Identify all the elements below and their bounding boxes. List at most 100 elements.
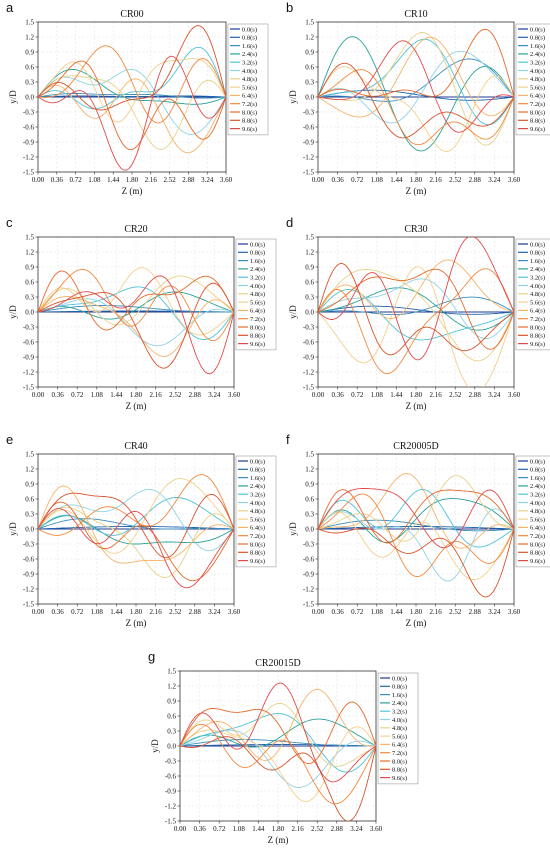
x-tick-label: 1.80 [130,391,143,399]
y-axis-label: y/D [288,305,298,319]
y-tick-label: -1.5 [165,818,177,826]
y-tick-label: -0.9 [303,139,315,147]
series-line-96s [318,488,514,549]
x-tick-label: 2.52 [449,608,462,616]
series-line-88s [180,736,376,821]
legend-label: 0.0(s) [530,241,545,248]
x-tick-label: 3.24 [350,825,363,833]
x-tick-label: 1.08 [371,176,384,184]
series-line-08s [318,526,514,530]
y-tick-label: 0.3 [25,79,34,87]
series-line-32s [38,286,234,340]
x-tick-label: 0.36 [331,391,344,399]
series-line-72s [38,268,234,342]
x-tick-label: 1.80 [410,391,423,399]
series-line-64s [38,78,226,154]
x-tick-label: 2.16 [145,176,158,184]
legend-label: 0.0(s) [242,26,257,33]
x-tick-label: 0.00 [32,176,45,184]
x-tick-label: 0.36 [331,176,344,184]
x-tick-label: 0.36 [193,825,206,833]
legend-label: 0.8(s) [530,467,545,474]
x-tick-label: 3.24 [201,176,214,184]
series-line-56s [38,267,234,336]
legend-box [227,23,269,136]
y-tick-label: 1.5 [25,451,34,459]
series-curves [38,474,234,589]
legend-label: 9.6(s) [392,775,407,782]
legend-label: 3.2(s) [250,275,265,282]
legend-label: 7.2(s) [530,316,545,323]
panel-title: CR10 [404,9,427,20]
legend-label: 0.8(s) [250,250,265,257]
series-line-40s [38,488,234,552]
x-tick-label: 2.16 [429,608,442,616]
series-line-72s [318,69,514,146]
x-tick-label: 2.52 [449,391,462,399]
panel-title: CR40 [124,441,147,452]
series-curves [38,267,234,375]
y-tick-label: -0.9 [303,571,315,579]
legend-label: 3.2(s) [242,60,257,67]
x-tick-label: 3.60 [508,391,521,399]
series-line-64s [318,259,514,319]
x-tick-label: 0.00 [32,391,45,399]
x-tick-label: 2.88 [189,608,202,616]
x-tick-label: 2.88 [331,825,344,833]
y-tick-label: 1.2 [305,34,314,42]
legend-label: 4.8(s) [242,76,257,83]
y-tick-label: -1.5 [23,384,35,392]
x-tick-label: 1.08 [371,608,384,616]
legend-box [377,672,419,785]
series-curves [38,25,226,171]
panel-title: CR00 [120,9,143,20]
legend-label: 3.2(s) [392,709,407,716]
y-tick-label: 0.9 [25,264,34,272]
legend-label: 0.0(s) [530,458,545,465]
series-line-88s [318,62,514,139]
y-tick-label: -1.5 [303,384,315,392]
y-tick-label: 0.9 [167,698,176,706]
series-line-32s [318,289,514,341]
legend-label: 0.8(s) [242,35,257,42]
x-tick-label: 1.08 [91,391,104,399]
y-tick-label: 1.5 [25,234,34,242]
series-line-24s [38,291,234,320]
x-tick-label: 2.88 [182,176,195,184]
legend-label: 9.6(s) [530,341,545,348]
x-tick-label: 2.88 [469,176,482,184]
legend-label: 1.6(s) [242,43,257,50]
legend-label: 4.8(s) [530,508,545,515]
panel-title: CR20 [124,224,147,235]
y-tick-label: 0.0 [305,309,314,317]
x-tick-label: 0.00 [32,608,45,616]
series-line-80s [180,701,376,765]
y-tick-label: 0.9 [305,481,314,489]
legend-label: 4.0(s) [530,68,545,75]
x-tick-label: 1.44 [110,391,123,399]
legend-label: 2.4(s) [242,51,257,58]
legend-label: 5.6(s) [530,516,545,523]
legend-label: 4.8(s) [392,725,407,732]
series-curves [318,28,514,152]
y-tick-label: 0.3 [305,79,314,87]
panel-letter: g [148,649,155,664]
x-tick-label: 2.16 [291,825,304,833]
y-tick-label: 1.5 [167,668,176,676]
y-tick-label: -0.9 [165,788,177,796]
legend-label: 1.6(s) [530,43,545,50]
series-curves [180,682,376,821]
panel-letter: b [286,0,293,15]
panel-letter: d [286,215,293,230]
y-tick-label: 0.0 [25,94,34,102]
legend-label: 5.6(s) [392,733,407,740]
x-tick-label: 0.72 [351,391,364,399]
y-tick-label: -0.6 [165,773,177,781]
y-tick-label: 0.6 [305,279,314,287]
series-line-08s [318,305,514,315]
legend-label: 9.6(s) [250,558,265,565]
y-tick-label: -1.5 [23,169,35,177]
y-tick-label: -1.5 [303,169,315,177]
legend-label: 0.8(s) [392,684,407,691]
panel-letter: a [6,0,14,15]
